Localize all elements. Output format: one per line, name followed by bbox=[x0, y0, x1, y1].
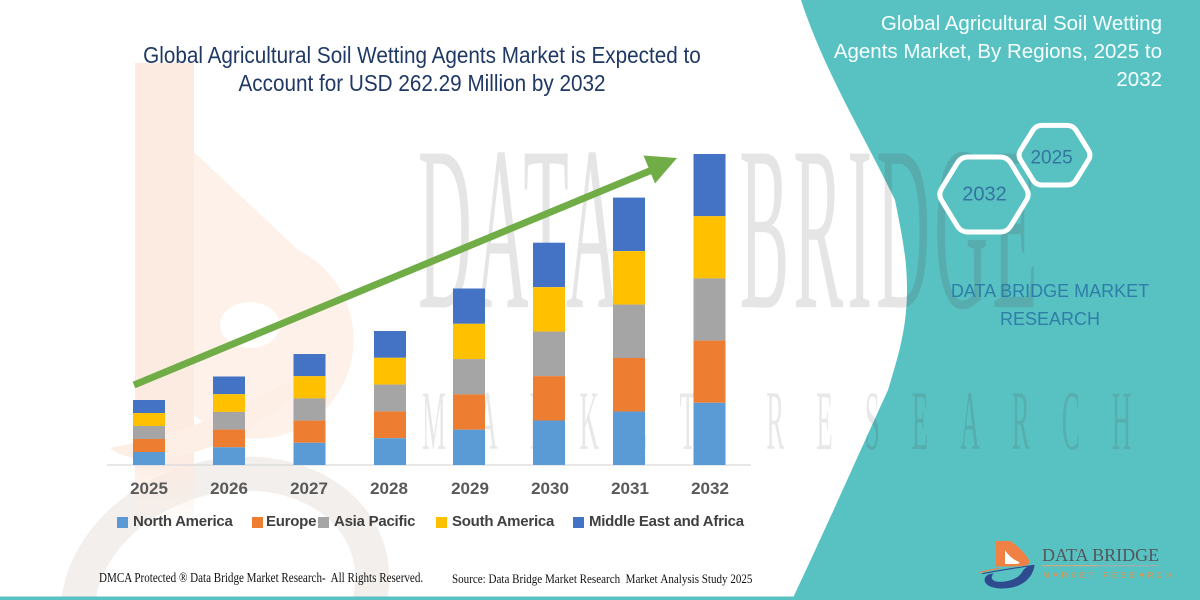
svg-text:2025: 2025 bbox=[1030, 147, 1072, 168]
svg-text:DATA BRIDGE: DATA BRIDGE bbox=[1042, 545, 1159, 565]
svg-text:2032: 2032 bbox=[962, 183, 1007, 205]
svg-text:MARKET RESEARCH: MARKET RESEARCH bbox=[1043, 571, 1176, 580]
